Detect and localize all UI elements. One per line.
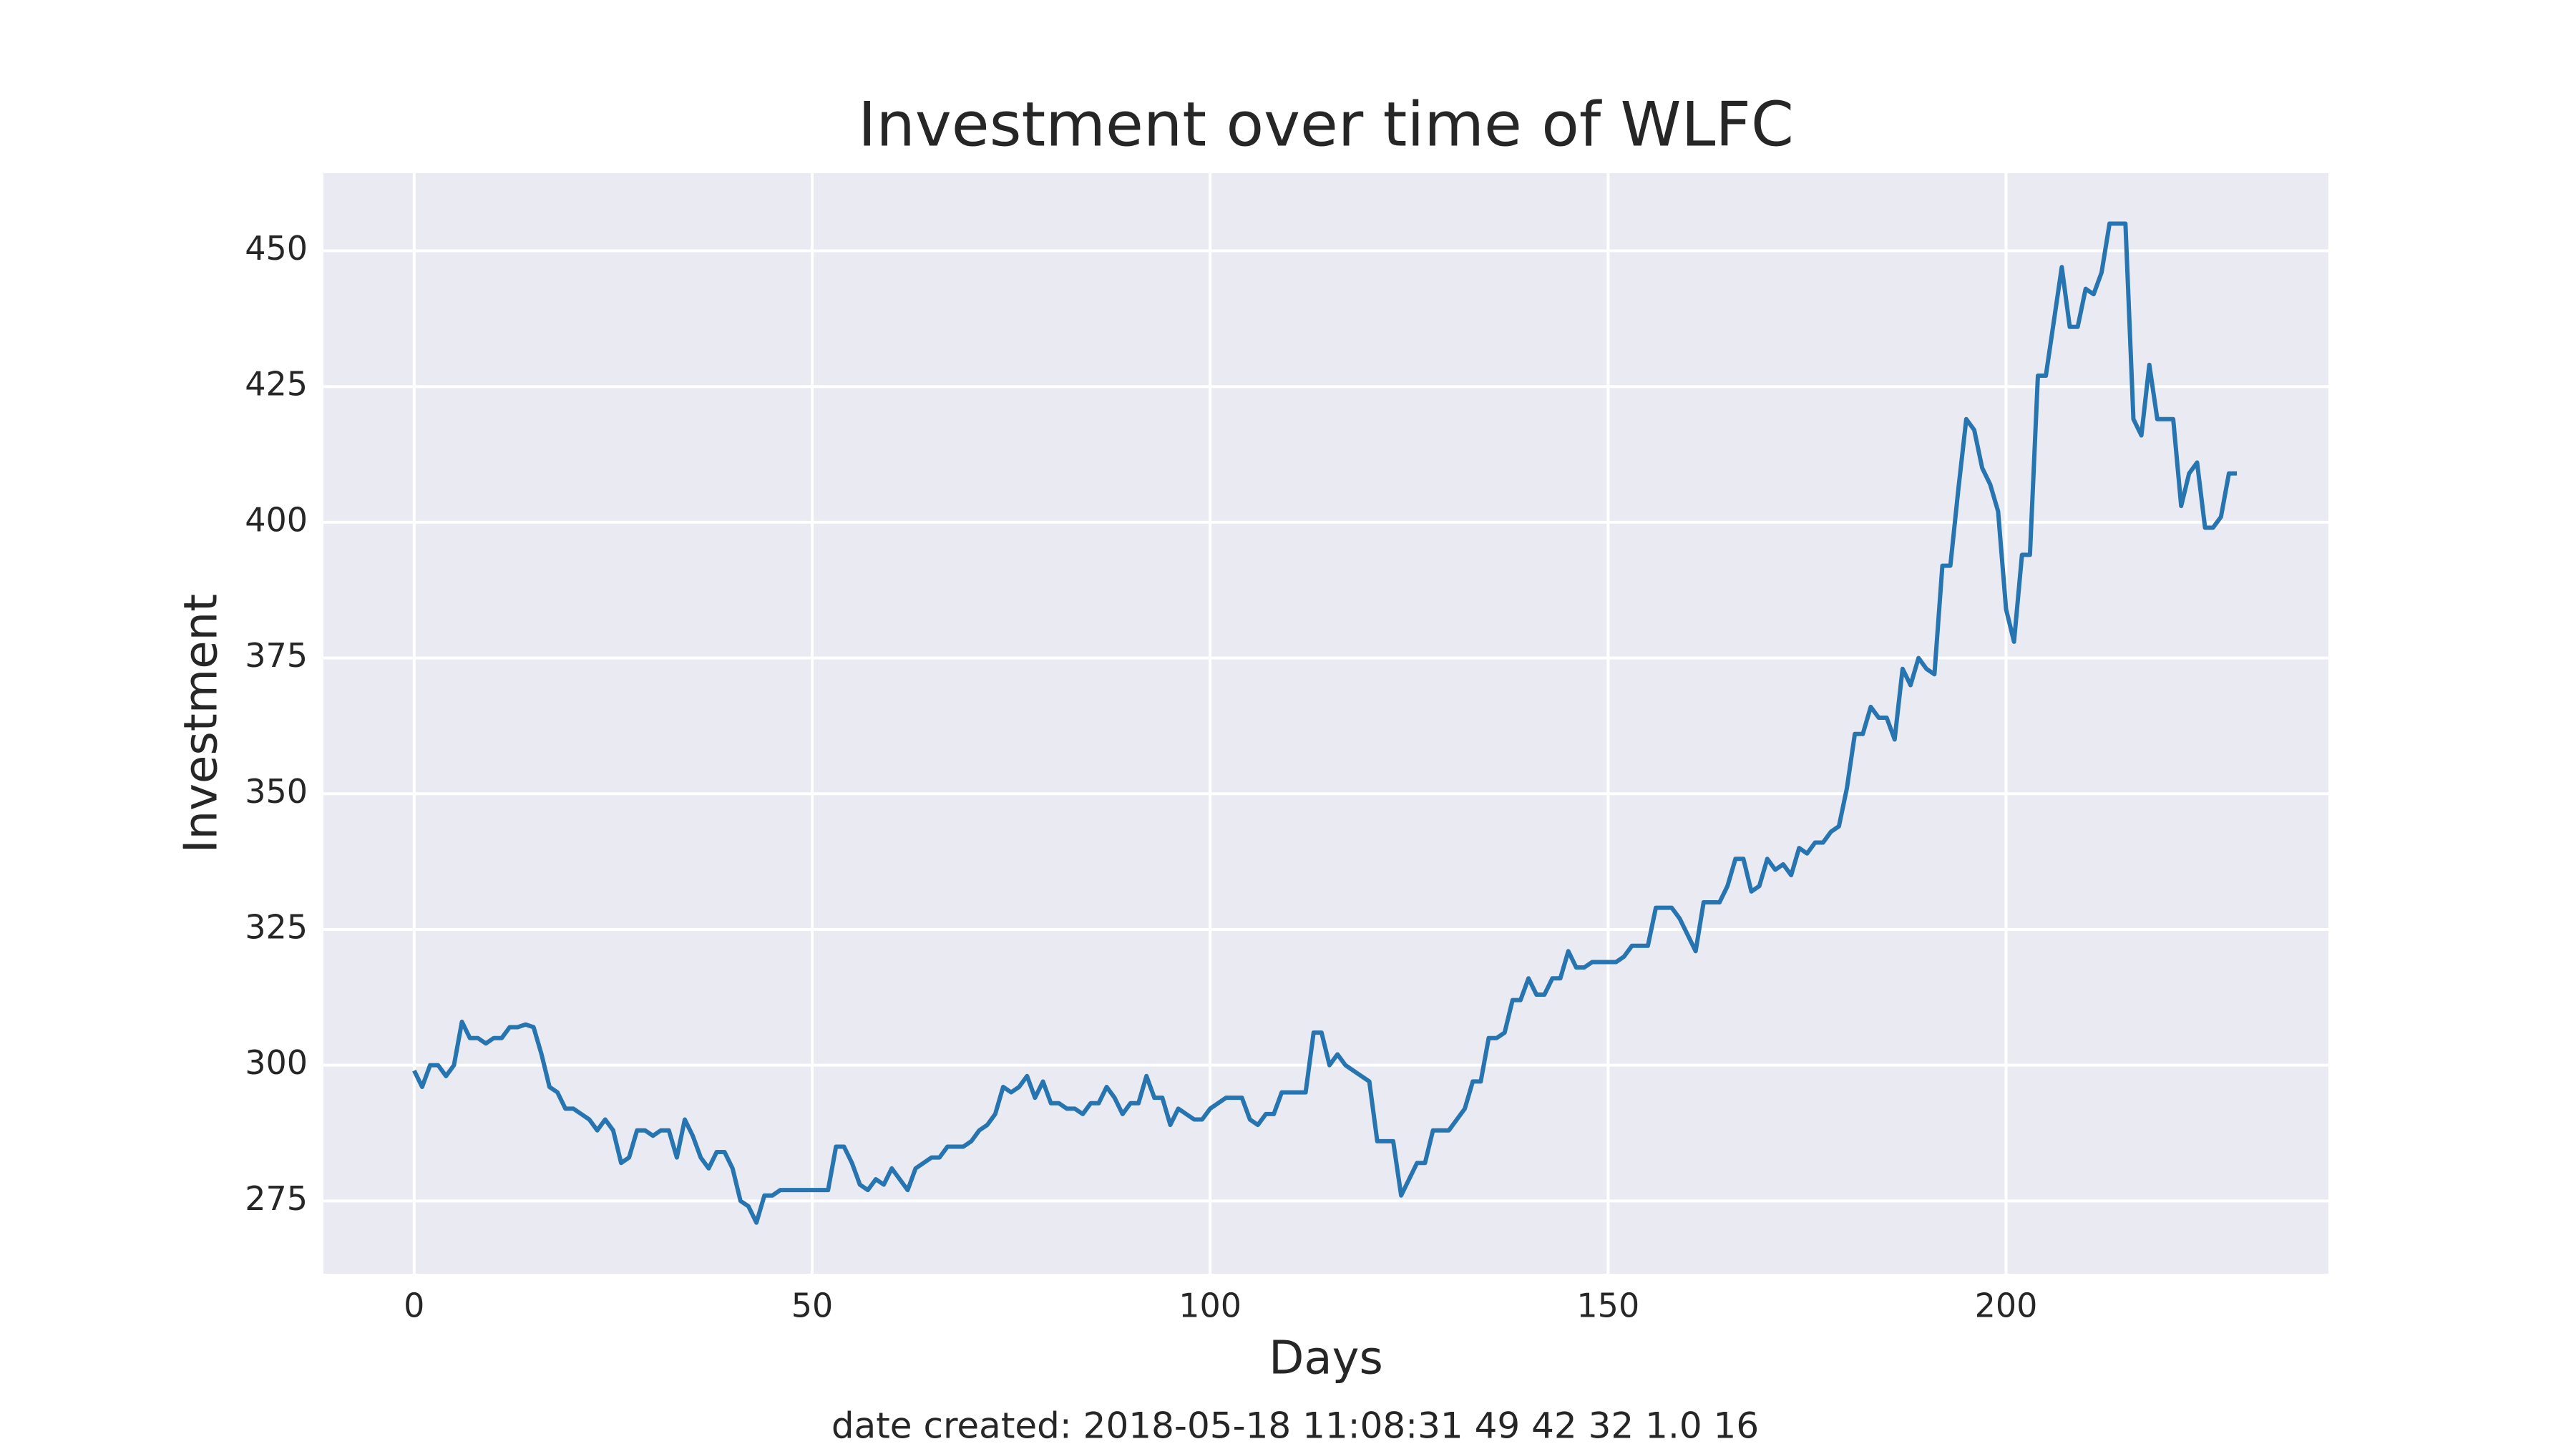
marks [412,221,2238,1225]
y-tick-label: 400 [245,500,308,539]
x-axis-label: Days [1269,1332,1383,1385]
y-tick-label: 325 [245,907,308,946]
data-line [412,221,2238,1225]
x-tick-label: 200 [1975,1287,2038,1325]
y-tick-label: 300 [245,1043,308,1082]
y-tick-label: 450 [245,229,308,268]
y-axis-label: Investment [175,594,228,854]
y-tick-label: 350 [245,772,308,811]
plot-area [323,173,2328,1274]
chart-title: Investment over time of WLFC [858,89,1794,160]
grid [323,173,2328,1274]
y-tick-label: 425 [245,365,308,404]
y-tick-label: 275 [245,1179,308,1218]
x-tick-label: 100 [1179,1287,1241,1325]
caption: date created: 2018-05-18 11:08:31 49 42 … [831,1405,1759,1447]
x-tick-label: 50 [791,1287,834,1325]
y-tick-label: 375 [245,636,308,675]
x-tick-label: 0 [404,1287,424,1325]
x-tick-label: 150 [1576,1287,1639,1325]
